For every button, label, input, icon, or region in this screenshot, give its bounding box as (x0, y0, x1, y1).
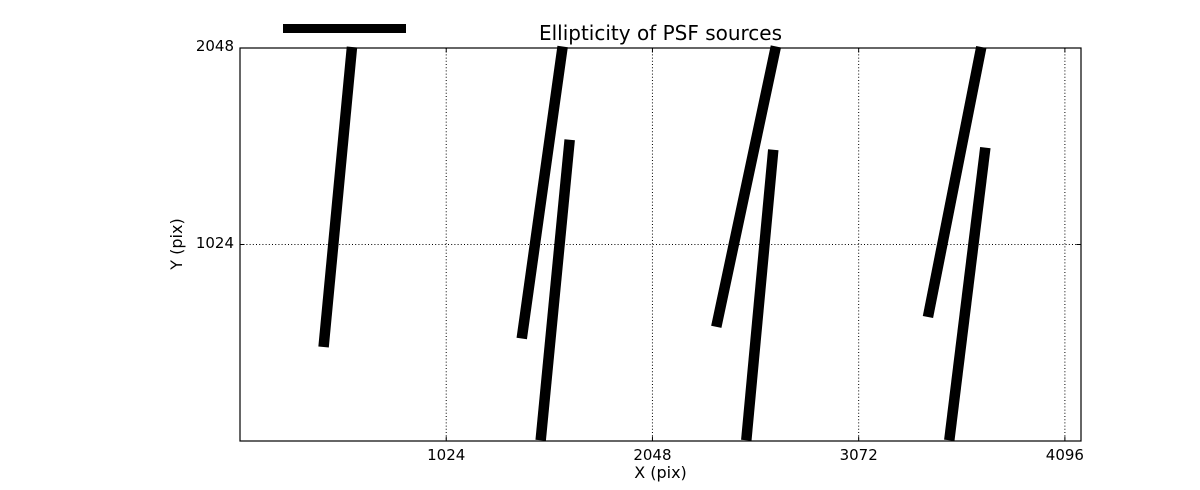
chart-title: Ellipticity of PSF sources (538, 21, 783, 45)
whisker-segment (535, 139, 575, 441)
x-axis-label: X (pix) (634, 463, 687, 482)
x-tick-label: 2048 (633, 446, 672, 464)
whisker-segment (922, 46, 987, 319)
whisker-segment (516, 45, 568, 340)
whisker-segment (711, 45, 782, 328)
whisker-segment (318, 46, 358, 348)
whisker-segment (741, 149, 779, 441)
x-tick-label: 3072 (839, 446, 878, 464)
x-tick-label: 1024 (427, 446, 466, 464)
axes-frame (239, 47, 1082, 442)
x-tick-label: 4096 (1045, 446, 1084, 464)
whisker-segment (944, 146, 991, 441)
legend-whisker-sample (283, 24, 406, 33)
y-tick-label: 2048 (195, 37, 234, 55)
y-tick-label: 1024 (195, 233, 234, 252)
